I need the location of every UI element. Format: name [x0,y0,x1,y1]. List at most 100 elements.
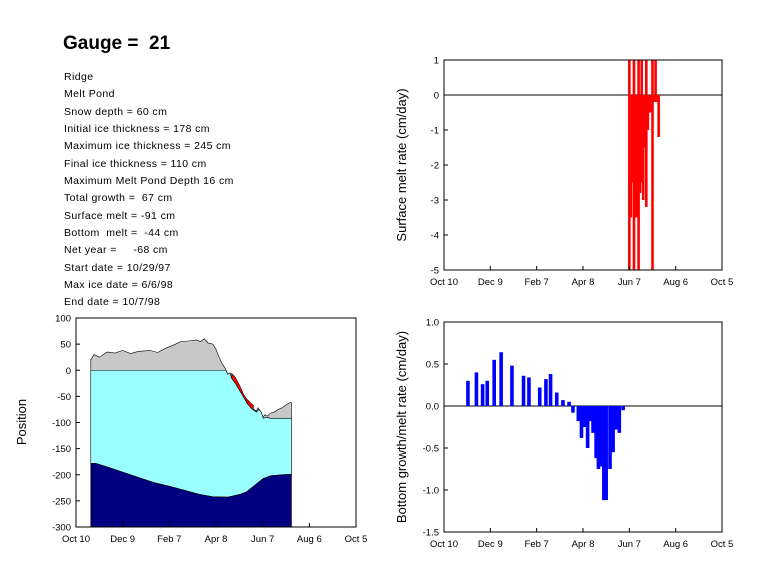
x-tick-label: Feb 7 [525,539,549,550]
x-tick-label: Dec 9 [478,539,503,550]
data-bar [591,406,595,433]
y-tick-label: -150 [52,444,71,455]
data-bar [561,400,565,406]
x-tick-label: Oct 10 [430,539,458,550]
x-tick-label: Feb 7 [525,277,549,288]
x-tick-label: Jun 7 [251,534,274,545]
page-title: Gauge = 21 [63,33,171,54]
y-tick-label: -0.5 [423,444,439,455]
data-bar [499,352,503,406]
data-bar [596,406,601,469]
y-tick-label: -200 [52,470,71,481]
x-tick-label: Apr 8 [205,534,228,545]
y-tick-label: -100 [52,418,71,429]
y-tick-label: -50 [57,392,71,403]
y-tick-label: 0.5 [426,360,439,371]
x-tick-label: Aug 6 [663,539,688,550]
data-bar [537,387,542,406]
y-tick-label: 0 [66,366,71,377]
y-axis-label: Position [14,399,29,445]
data-bar [527,377,531,406]
data-bar [652,95,656,102]
data-bar [602,406,606,501]
x-tick-label: Aug 6 [663,277,688,288]
y-tick-label: -1 [431,126,439,137]
data-bar [480,384,485,406]
data-bar [594,406,598,459]
data-bar [631,95,634,183]
data-bar [611,406,615,453]
data-bar [617,406,622,433]
y-tick-label: -4 [431,231,439,242]
data-bar [648,95,652,113]
water-area [90,462,292,528]
info-line: Total growth = 67 cm [64,192,173,205]
x-tick-label: Oct 5 [345,534,368,545]
data-bar [632,95,636,270]
data-bar [638,95,642,193]
data-bar [641,95,645,200]
y-tick-label: 1 [434,56,439,67]
data-bar [643,95,647,148]
data-bar [604,406,608,501]
data-bar [645,95,648,207]
info-line: Maximum Melt Pond Depth 16 cm [64,175,234,188]
x-tick-label: Oct 10 [62,534,90,545]
info-line: End date = 10/7/98 [64,296,161,309]
y-axis-label: Surface melt rate (cm/day) [394,88,409,241]
data-bar [571,406,575,413]
info-line: Snow depth = 60 cm [64,105,168,118]
y-axis-label: Bottom growth/melt rate (cm/day) [394,331,409,523]
data-bar [598,406,603,467]
x-tick-label: Dec 9 [110,534,135,545]
data-bar [548,374,553,406]
y-tick-label: 0 [434,91,439,102]
info-line: Final ice thickness = 110 cm [64,157,207,170]
data-bar [640,60,643,95]
x-tick-label: Oct 5 [711,539,734,550]
y-tick-label: -2 [431,161,439,172]
data-bar [628,60,631,95]
y-tick-label: -1.5 [423,528,439,539]
data-bar [582,406,587,427]
y-tick-label: -300 [52,523,71,534]
x-tick-label: Feb 7 [157,534,181,545]
info-line: Initial ice thickness = 178 cm [64,123,210,136]
info-line: Start date = 10/29/97 [64,261,171,274]
data-bar [585,406,590,448]
data-bar [637,60,640,95]
data-bar [614,406,619,430]
data-bar [646,95,650,130]
x-tick-label: Aug 6 [297,534,322,545]
info-line: Surface melt = -91 cm [64,209,176,222]
data-bar [588,406,593,422]
data-bar [651,95,654,270]
y-tick-label: -5 [431,266,439,277]
y-tick-label: 100 [55,314,71,325]
y-tick-label: -3 [431,196,439,207]
data-bar [645,60,648,95]
data-bar [576,406,581,422]
x-tick-label: Oct 5 [711,277,734,288]
data-bar [651,60,654,95]
info-line: Maximum ice thickness = 245 cm [64,140,231,153]
plot-frame [443,59,723,271]
info-line: Bottom melt = -44 cm [64,227,179,240]
info-line: Melt Pond [64,88,115,101]
data-bar [640,95,643,183]
data-bar [634,95,637,218]
data-bar [629,95,633,218]
data-bar [554,392,559,406]
x-tick-label: Dec 9 [478,277,503,288]
data-bar [632,60,636,95]
melt-pond-area [231,372,254,411]
data-bar [466,380,470,406]
y-tick-label: 50 [60,340,71,351]
x-tick-label: Apr 8 [572,277,595,288]
data-bar [654,60,657,95]
x-tick-label: Jun 7 [618,277,641,288]
